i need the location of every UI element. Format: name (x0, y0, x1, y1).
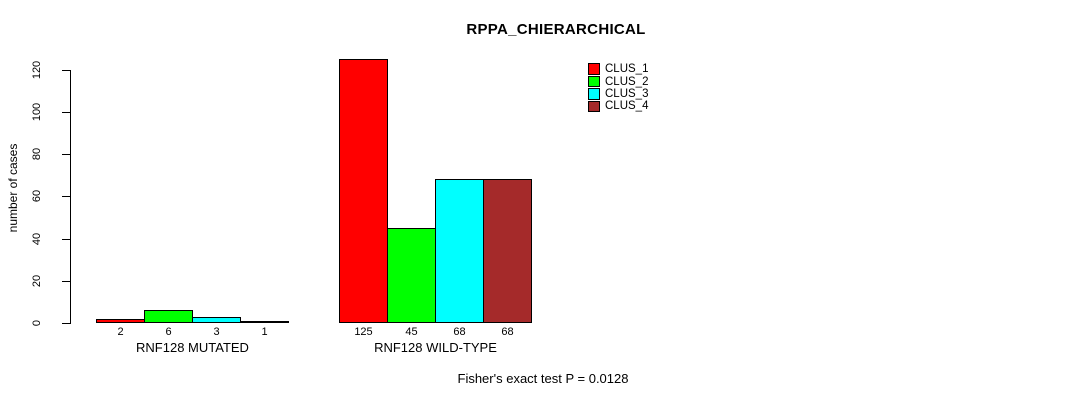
bar-value-label: 3 (213, 326, 220, 338)
bar-clus_2 (387, 228, 436, 323)
y-tick-label: 20 (31, 274, 43, 288)
bar-value-label: 68 (501, 326, 514, 338)
legend-swatch (588, 63, 600, 75)
y-tick-label: 40 (31, 232, 43, 246)
y-tick-label: 0 (31, 319, 43, 327)
legend-label: CLUS_2 (605, 75, 649, 88)
y-tick-mark (62, 154, 70, 155)
bar-clus_4 (240, 321, 289, 323)
legend-label: CLUS_4 (605, 100, 649, 113)
bar-value-label: 6 (165, 326, 172, 338)
bar-value-label: 125 (354, 326, 373, 338)
chart-title: RPPA_CHIERARCHICAL (466, 21, 646, 38)
y-tick-mark (62, 196, 70, 197)
bar-clus_4 (483, 179, 532, 323)
legend-swatch (588, 88, 600, 100)
bar-clus_2 (144, 310, 193, 323)
y-axis-line (70, 70, 71, 324)
legend-item: CLUS_4 (588, 100, 648, 112)
legend-label: CLUS_1 (605, 63, 649, 76)
group-label: RNF128 MUTATED (136, 340, 249, 355)
bar-value-label: 68 (453, 326, 466, 338)
legend-item: CLUS_3 (588, 88, 648, 100)
y-tick-mark (62, 281, 70, 282)
y-tick-label: 120 (31, 60, 43, 80)
group-label: RNF128 WILD-TYPE (374, 340, 497, 355)
y-tick-label: 80 (31, 147, 43, 161)
bar-value-label: 2 (117, 326, 124, 338)
footnote: Fisher's exact test P = 0.0128 (457, 371, 629, 386)
legend-swatch (588, 100, 600, 113)
bar-value-label: 45 (405, 326, 418, 338)
bar-clus_1 (339, 59, 388, 323)
bar-clus_1 (96, 319, 145, 323)
legend-label: CLUS_3 (605, 87, 649, 100)
legend-item: CLUS_1 (588, 63, 648, 75)
legend-swatch (588, 75, 600, 88)
bar-clus_3 (192, 317, 241, 323)
y-tick-mark (62, 112, 70, 113)
bar-clus_3 (435, 179, 484, 323)
legend-item: CLUS_2 (588, 75, 649, 88)
y-tick-label: 100 (31, 102, 43, 122)
legend: CLUS_1 CLUS_2 CLUS_3 CLUS_4 (588, 63, 648, 113)
bar-value-label: 1 (261, 326, 268, 338)
y-axis-label: number of cases (6, 143, 20, 233)
y-tick-label: 60 (31, 189, 43, 203)
y-tick-mark (62, 323, 70, 324)
y-tick-mark (62, 239, 70, 240)
y-tick-mark (62, 70, 70, 71)
